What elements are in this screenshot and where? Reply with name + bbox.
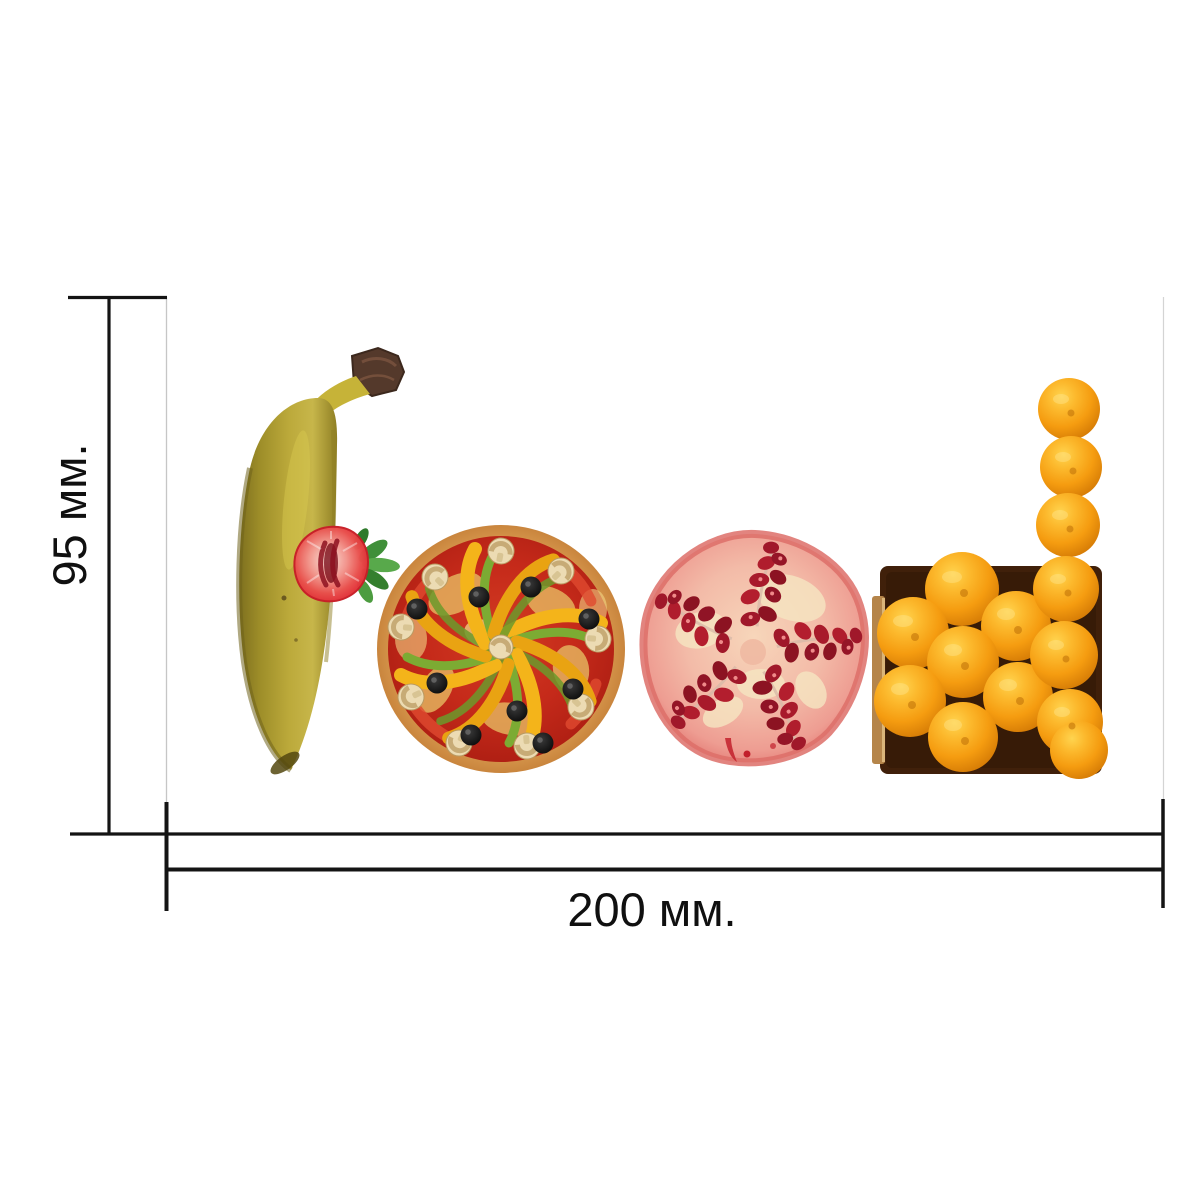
banana-speck-2: [294, 638, 298, 642]
banana-body: [239, 398, 338, 770]
tangerine: [925, 552, 999, 626]
banana-stem-texture: [361, 357, 398, 368]
pomegranate-seed-arms: [654, 541, 863, 751]
tangerine: [983, 662, 1053, 732]
banana-left-shade: [236, 467, 293, 773]
pizza-mushrooms: [387, 537, 612, 760]
dimension-lines: [68, 295, 1165, 911]
tangerine-highlights: [891, 394, 1071, 731]
letter-o-pizza: [377, 525, 625, 773]
letter-d-tangerines: [872, 378, 1108, 779]
tangerine: [874, 665, 946, 737]
tangerine: [1050, 721, 1108, 779]
banana-highlight: [282, 430, 310, 570]
strawberry-core-streaks: [318, 538, 341, 588]
tangerine: [1036, 493, 1100, 557]
tangerine: [1033, 556, 1099, 622]
tangerine-dimples: [908, 409, 1077, 745]
banana-stem-texture-2: [359, 374, 395, 382]
height-dimension-label: 95 мм.: [43, 443, 96, 587]
letter-o-pomegranate: [639, 529, 869, 767]
width-dimension-label: 200 мм.: [567, 883, 737, 936]
pizza-pepper-pinwheel: [394, 542, 608, 756]
banana-tip-shade: [270, 751, 300, 775]
pomegranate-center: [740, 639, 766, 665]
pizza-olives: [406, 576, 600, 754]
tangerine: [928, 702, 998, 772]
tangerine: [1038, 378, 1100, 440]
letter-f-banana: [236, 346, 406, 775]
strawberry-flesh-rays: [306, 531, 360, 597]
letter-f-strawberry-crossbar: [293, 525, 400, 603]
tangerine: [1030, 621, 1098, 689]
pomegranate-rim: [639, 529, 869, 767]
pomegranate-juice-drips: [725, 738, 776, 762]
tangerine-cluster: [874, 552, 1053, 772]
banana-speck: [281, 595, 287, 601]
tangerine: [1040, 436, 1102, 498]
tangerine: [927, 626, 999, 698]
tangerine-column: [1030, 378, 1108, 779]
